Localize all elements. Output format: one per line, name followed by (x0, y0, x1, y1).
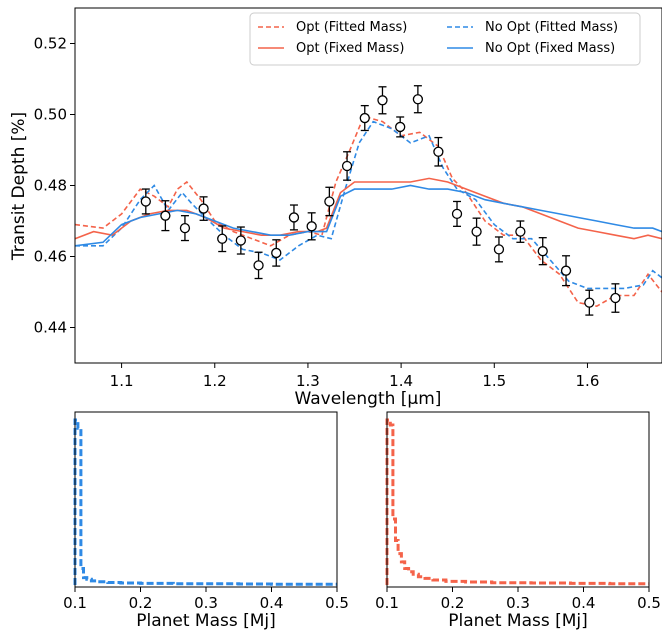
data-point (610, 292, 621, 304)
histogram-step-no-opt (73, 418, 337, 586)
hist-x-tick-label: 0.2 (129, 594, 153, 612)
data-point (217, 233, 228, 244)
series-line-2 (75, 120, 662, 290)
hist-x-tick-label: 0.1 (375, 594, 399, 612)
data-point (341, 160, 353, 172)
legend-label-opt-fitted: Opt (Fitted Mass) (296, 20, 407, 35)
main-x-ticks: 1.1 1.2 1.3 1.4 1.5 1.6 (110, 363, 600, 390)
data-point (160, 210, 171, 221)
legend-label-opt-fixed: Opt (Fixed Mass) (296, 41, 404, 56)
mass-histogram-no-opt: 0.1 0.2 0.3 0.4 0.5 Planet Mass [Mj] (63, 411, 349, 631)
data-point (433, 146, 444, 157)
mass-histogram-opt: 0.1 0.2 0.3 0.4 0.5 Planet Mass [Mj] (375, 411, 661, 631)
data-point (471, 226, 482, 237)
hist-x-tick-label: 0.4 (572, 594, 596, 612)
data-point (412, 94, 424, 105)
data-point (198, 203, 209, 214)
x-tick-label: 1.1 (110, 372, 134, 390)
transit-spectrum-panel: 1.1 1.2 1.3 1.4 1.5 1.6 0.440.460.480.500.52 … (9, 7, 662, 409)
observations (140, 85, 621, 316)
left-hist-x-ticks: 0.1 0.2 0.3 0.4 0.5 (63, 587, 349, 612)
left-hist-x-axis-label: Planet Mass [Mj] (136, 611, 276, 631)
hist-x-tick-label: 0.3 (194, 594, 218, 612)
legend-label-noopt-fixed: No Opt (Fixed Mass) (485, 41, 615, 56)
hist-x-tick-label: 0.5 (325, 594, 349, 612)
y-tick-label: 0.50 (34, 106, 67, 124)
y-tick-label: 0.46 (34, 248, 67, 266)
data-point (537, 246, 548, 257)
left-hist-frame (74, 411, 338, 588)
data-point (515, 226, 526, 237)
series-line-1 (74, 115, 662, 308)
data-point (288, 212, 300, 223)
x-tick-label: 1.6 (576, 372, 600, 390)
right-hist-x-axis-label: Planet Mass [Mj] (448, 611, 588, 631)
right-hist-frame (386, 411, 650, 588)
data-point (179, 222, 191, 234)
legend: Opt (Fitted Mass) No Opt (Fitted Mass) O… (249, 12, 641, 66)
y-tick-label: 0.52 (34, 35, 67, 53)
main-y-axis-label: Transit Depth [%] (9, 112, 29, 261)
legend-box (249, 12, 641, 66)
legend-label-noopt-fitted: No Opt (Fitted Mass) (485, 20, 618, 35)
main-x-axis-label: Wavelength [μm] (295, 389, 442, 409)
data-point (140, 196, 151, 207)
data-point (306, 221, 317, 232)
hist-x-tick-label: 0.5 (637, 594, 661, 612)
series-line-4 (74, 184, 662, 247)
series-line-3 (74, 177, 662, 240)
data-point (451, 208, 463, 220)
data-point (395, 121, 406, 133)
x-tick-label: 1.2 (203, 372, 227, 390)
data-point (377, 95, 388, 106)
main-y-ticks: 0.44 0.46 0.48 0.50 0.52 (34, 35, 75, 337)
histogram-step-opt (385, 418, 649, 586)
hist-x-tick-label: 0.2 (441, 594, 465, 612)
x-tick-label: 1.3 (296, 372, 320, 390)
data-point (253, 260, 264, 271)
x-tick-label: 1.5 (482, 372, 506, 390)
x-tick-label: 1.4 (389, 372, 413, 390)
data-point (359, 112, 370, 124)
model-lines (74, 115, 662, 308)
data-point (324, 196, 335, 207)
data-point (560, 265, 572, 276)
hist-x-tick-label: 0.3 (506, 594, 530, 612)
data-point (235, 235, 247, 246)
data-point (271, 247, 282, 259)
data-point (584, 297, 595, 308)
right-hist-x-ticks: 0.1 0.2 0.3 0.4 0.5 (375, 587, 661, 612)
hist-x-tick-label: 0.4 (260, 594, 284, 612)
data-point (493, 244, 505, 255)
y-tick-label: 0.48 (34, 177, 67, 195)
hist-x-tick-label: 0.1 (63, 594, 87, 612)
y-tick-label: 0.44 (34, 319, 67, 337)
